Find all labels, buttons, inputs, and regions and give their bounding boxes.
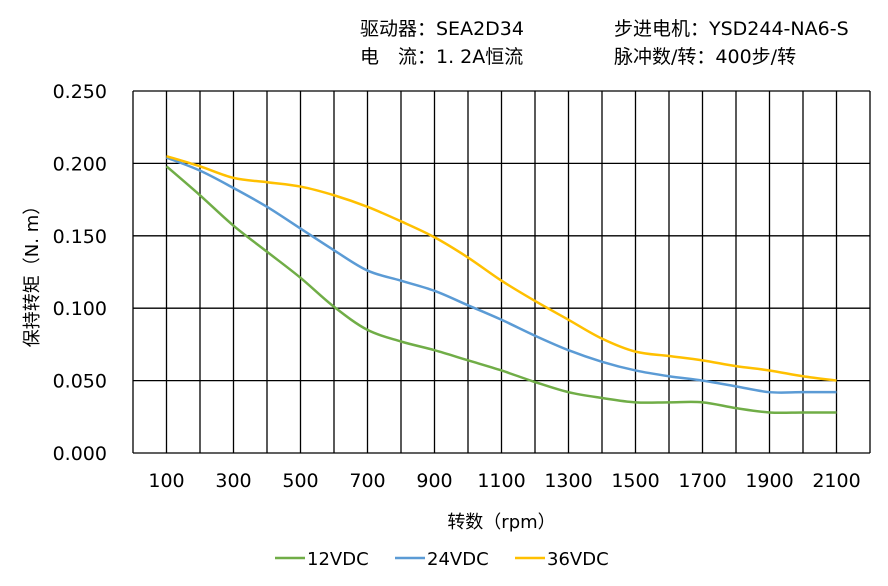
y-tick-label: 0.000	[53, 443, 107, 465]
x-tick-label: 1300	[544, 470, 592, 492]
x-tick-label: 1700	[678, 470, 726, 492]
pulses-info: 脉冲数/转：400步/转	[614, 46, 797, 68]
series-line-24VDC	[166, 156, 837, 394]
y-axis-label: 保持转矩（N. m）	[22, 197, 43, 347]
x-axis-label: 转数（rpm）	[447, 512, 555, 533]
x-tick-label: 100	[148, 470, 184, 492]
current-info: 电 流：1. 2A恒流	[360, 46, 524, 68]
legend-label-24VDC: 24VDC	[427, 549, 489, 570]
x-tick-label: 1100	[477, 470, 525, 492]
legend-label-36VDC: 36VDC	[547, 549, 609, 570]
x-tick-label: 500	[282, 470, 318, 492]
x-tick-label: 300	[215, 470, 251, 492]
x-tick-label: 700	[349, 470, 385, 492]
x-tick-label: 2100	[812, 470, 860, 492]
x-tick-label: 1900	[745, 470, 793, 492]
y-tick-label: 0.200	[53, 153, 107, 175]
x-tick-label: 900	[416, 470, 452, 492]
y-tick-label: 0.100	[53, 298, 107, 320]
motor-info: 步进电机：YSD244-NA6-S	[614, 18, 849, 40]
driver-info: 驱动器：SEA2D34	[360, 18, 524, 40]
series-line-36VDC	[166, 154, 837, 382]
y-tick-label: 0.250	[53, 81, 107, 103]
x-tick-label: 1500	[611, 470, 659, 492]
legend-label-12VDC: 12VDC	[307, 549, 369, 570]
y-tick-label: 0.150	[53, 226, 107, 248]
series-line-12VDC	[165, 165, 837, 415]
y-tick-label: 0.050	[53, 371, 107, 393]
